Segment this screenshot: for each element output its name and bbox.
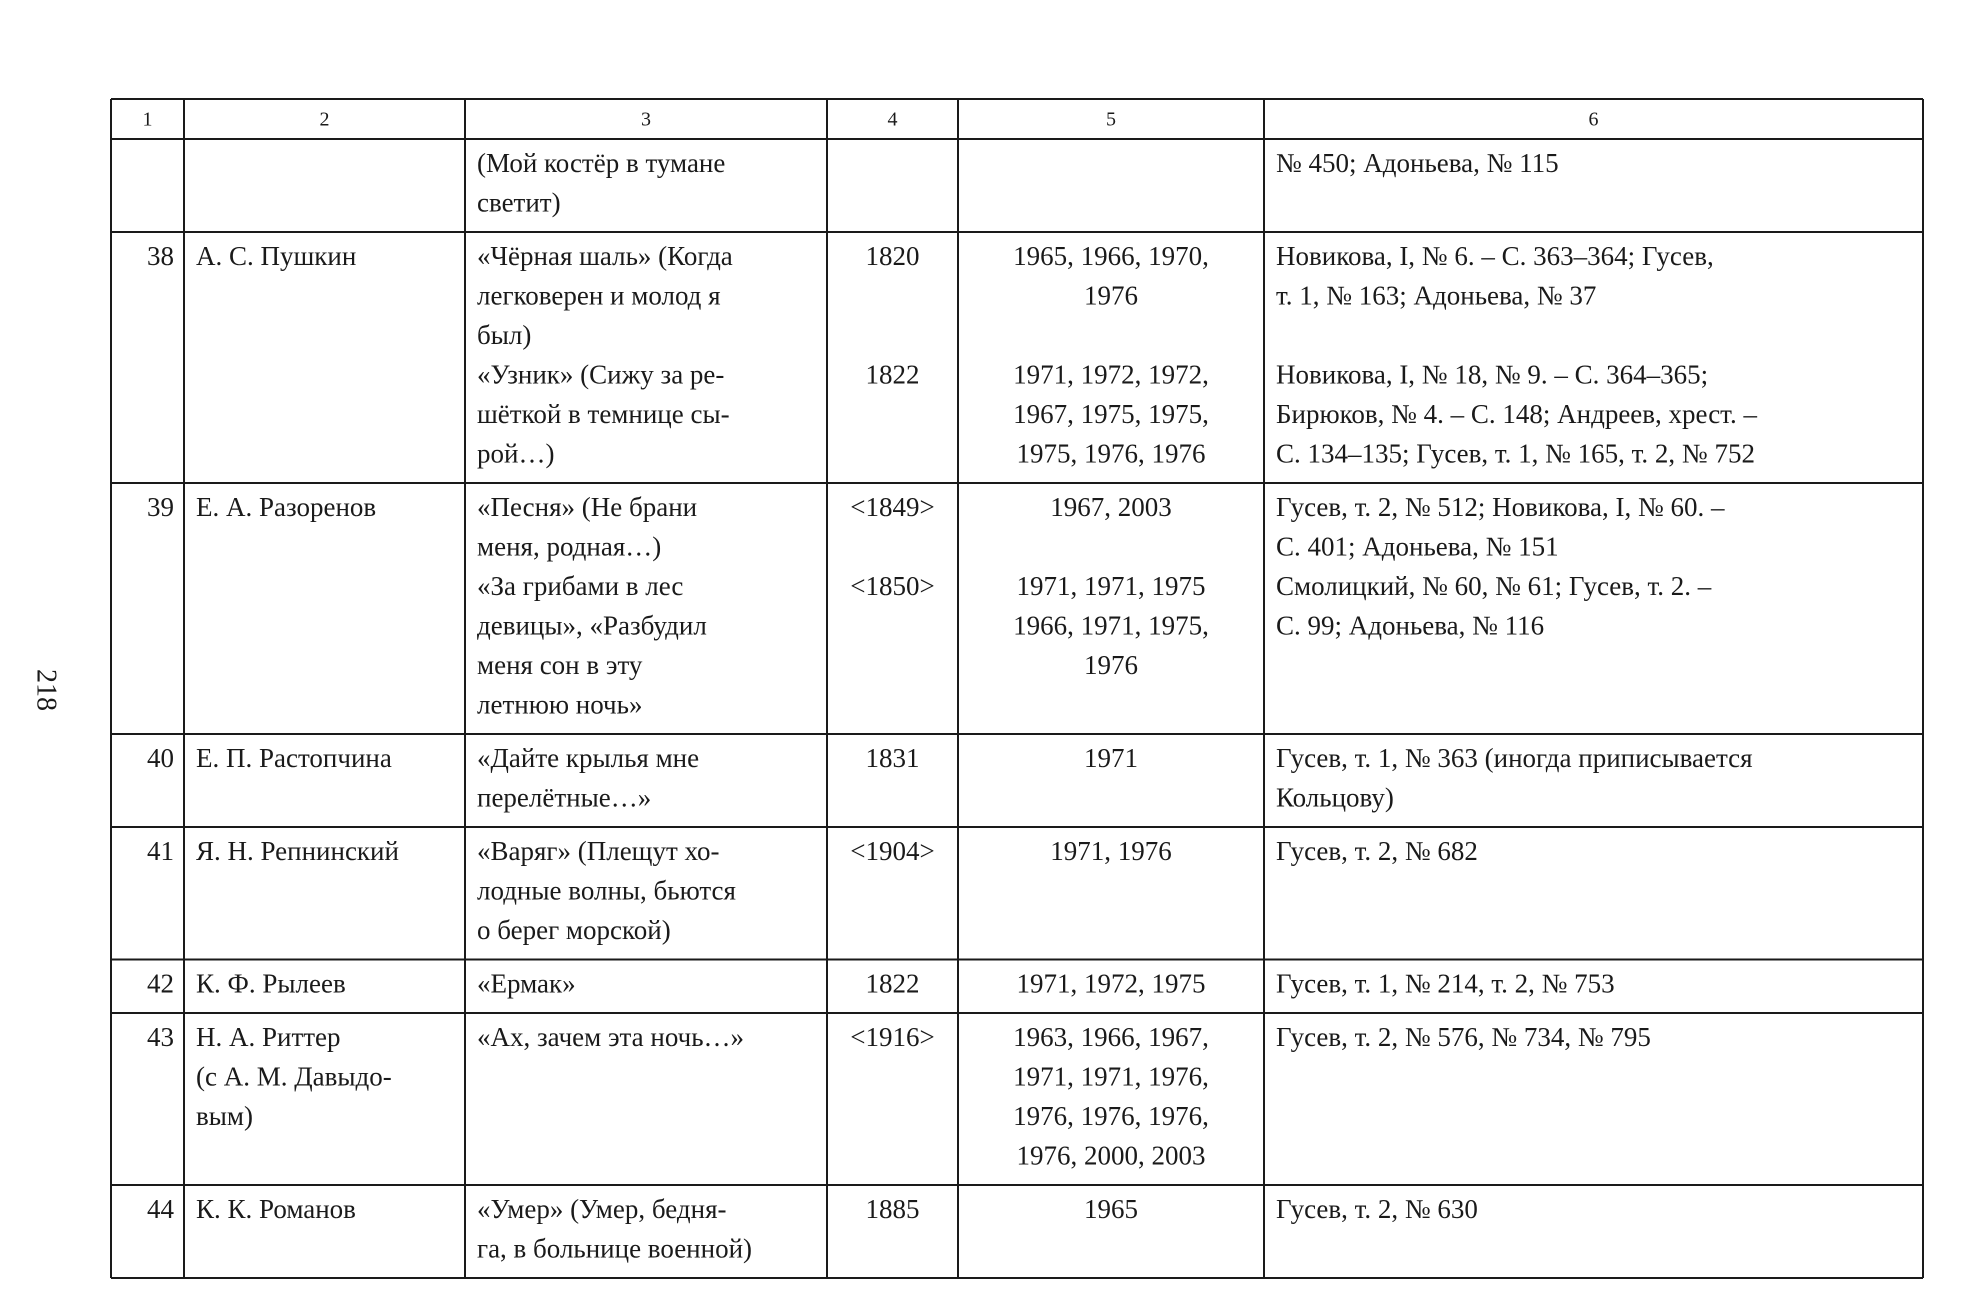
cell-text: 1963, 1966, 1967,: [1013, 1022, 1209, 1052]
cell-text: Гусев, т. 1, № 363 (иногда приписывается: [1276, 743, 1753, 773]
cell-text: вым): [196, 1101, 253, 1131]
cell-text: 1822: [866, 359, 920, 389]
cell-text: Новикова, I, № 6. – С. 363–364; Гусев,: [1276, 241, 1714, 271]
cell-text: 1976, 1976, 1976,: [1013, 1101, 1209, 1131]
cell-text: Е. А. Разоренов: [196, 492, 376, 522]
cell-text: 43: [147, 1022, 174, 1052]
cell-text: Гусев, т. 2, № 682: [1276, 836, 1478, 866]
cell-text: 44: [147, 1194, 175, 1224]
cell-text: лодные волны, бьются: [477, 875, 736, 905]
cell-text: «Ермак»: [477, 968, 576, 998]
cell-text: 1976: [1084, 650, 1138, 680]
cell-text: га, в больнице военной): [477, 1233, 752, 1263]
cell-text: легковерен и молод я: [477, 280, 721, 310]
cell-text: «Дайте крылья мне: [477, 743, 699, 773]
cell-text: 1971, 1972, 1975: [1017, 968, 1206, 998]
header-cell: 6: [1589, 109, 1599, 131]
cell-text: «За грибами в лес: [477, 571, 683, 601]
cell-text: Я. Н. Репнинский: [196, 836, 399, 866]
cell-text: С. 134–135; Гусев, т. 1, № 165, т. 2, № …: [1276, 438, 1755, 468]
cell-text: «Ах, зачем эта ночь…»: [477, 1022, 744, 1052]
cell-text: 1965: [1084, 1194, 1138, 1224]
cell-text: шёткой в темнице сы-: [477, 399, 730, 429]
cell-text: 1831: [866, 743, 920, 773]
cell-text: «Умер» (Умер, бедня-: [477, 1194, 726, 1224]
cell-text: меня, родная…): [477, 531, 661, 561]
cell-text: Гусев, т. 2, № 576, № 734, № 795: [1276, 1022, 1651, 1052]
cell-text: 41: [147, 836, 174, 866]
cell-text: летнюю ночь»: [477, 689, 642, 719]
cell-text: о берег морской): [477, 915, 671, 945]
cell-text: 40: [147, 743, 174, 773]
header-cell: 1: [143, 109, 153, 131]
cell-text: «Варяг» (Плещут хо-: [477, 836, 720, 866]
header-cell: 3: [641, 109, 651, 131]
cell-text: «Чёрная шаль» (Когда: [477, 241, 733, 271]
cell-text: <1916>: [850, 1022, 934, 1052]
cell-text: 1971, 1976: [1050, 836, 1172, 866]
cell-text: Новикова, I, № 18, № 9. – С. 364–365;: [1276, 359, 1708, 389]
cell-text: 39: [147, 492, 174, 522]
cell-text: светит): [477, 187, 561, 217]
cell-text: 1965, 1966, 1970,: [1013, 241, 1209, 271]
cell-text: С. 99; Адоньева, № 116: [1276, 610, 1544, 640]
cell-text: К. Ф. Рылеев: [196, 968, 346, 998]
cell-text: 1820: [866, 241, 920, 271]
header-cell: 2: [320, 109, 330, 131]
cell-text: Гусев, т. 1, № 214, т. 2, № 753: [1276, 968, 1615, 998]
cell-text: 1885: [866, 1194, 920, 1224]
cell-text: Е. П. Растопчина: [196, 743, 392, 773]
cell-text: (с А. М. Давыдо-: [196, 1061, 392, 1091]
cell-text: № 450; Адоньева, № 115: [1276, 148, 1559, 178]
cell-text: рой…): [477, 438, 554, 468]
cell-text: <1849>: [850, 492, 934, 522]
cell-text: «Узник» (Сижу за ре-: [477, 359, 724, 389]
cell-text: перелётные…»: [477, 782, 651, 812]
cell-text: 1822: [866, 968, 920, 998]
cell-text: С. 401; Адоньева, № 151: [1276, 531, 1559, 561]
cell-text: Кольцову): [1276, 782, 1394, 812]
cell-text: 38: [147, 241, 174, 271]
cell-text: Гусев, т. 2, № 630: [1276, 1194, 1478, 1224]
cell-text: <1904>: [850, 836, 934, 866]
cell-text: К. К. Романов: [196, 1194, 356, 1224]
cell-text: 42: [147, 968, 174, 998]
cell-text: Н. А. Риттер: [196, 1022, 341, 1052]
header-cell: 4: [888, 109, 898, 131]
cell-text: 1971: [1084, 743, 1138, 773]
cell-text: девицы», «Разбудил: [477, 610, 707, 640]
cell-text: <1850>: [850, 571, 934, 601]
cell-text: 1966, 1971, 1975,: [1013, 610, 1209, 640]
cell-text: 1967, 2003: [1050, 492, 1172, 522]
cell-text: 1975, 1976, 1976: [1017, 438, 1206, 468]
cell-text: был): [477, 320, 531, 350]
cell-text: меня сон в эту: [477, 650, 643, 680]
cell-text: 1967, 1975, 1975,: [1013, 399, 1209, 429]
cell-text: 1971, 1972, 1972,: [1013, 359, 1209, 389]
cell-text: 1971, 1971, 1976,: [1013, 1061, 1209, 1091]
cell-text: Бирюков, № 4. – С. 148; Андреев, хрест. …: [1276, 399, 1757, 429]
page-number: 218: [31, 669, 62, 711]
cell-text: Гусев, т. 2, № 512; Новикова, I, № 60. –: [1276, 492, 1725, 522]
cell-text: 1976, 2000, 2003: [1017, 1140, 1206, 1170]
cell-text: (Мой костёр в тумане: [477, 148, 725, 178]
cell-text: 1976: [1084, 280, 1138, 310]
header-cell: 5: [1106, 109, 1116, 131]
cell-text: 1971, 1971, 1975: [1017, 571, 1206, 601]
cell-text: т. 1, № 163; Адоньева, № 37: [1276, 280, 1596, 310]
cell-text: «Песня» (Не брани: [477, 492, 697, 522]
cell-text: Смолицкий, № 60, № 61; Гусев, т. 2. –: [1276, 571, 1712, 601]
cell-text: А. С. Пушкин: [196, 241, 356, 271]
